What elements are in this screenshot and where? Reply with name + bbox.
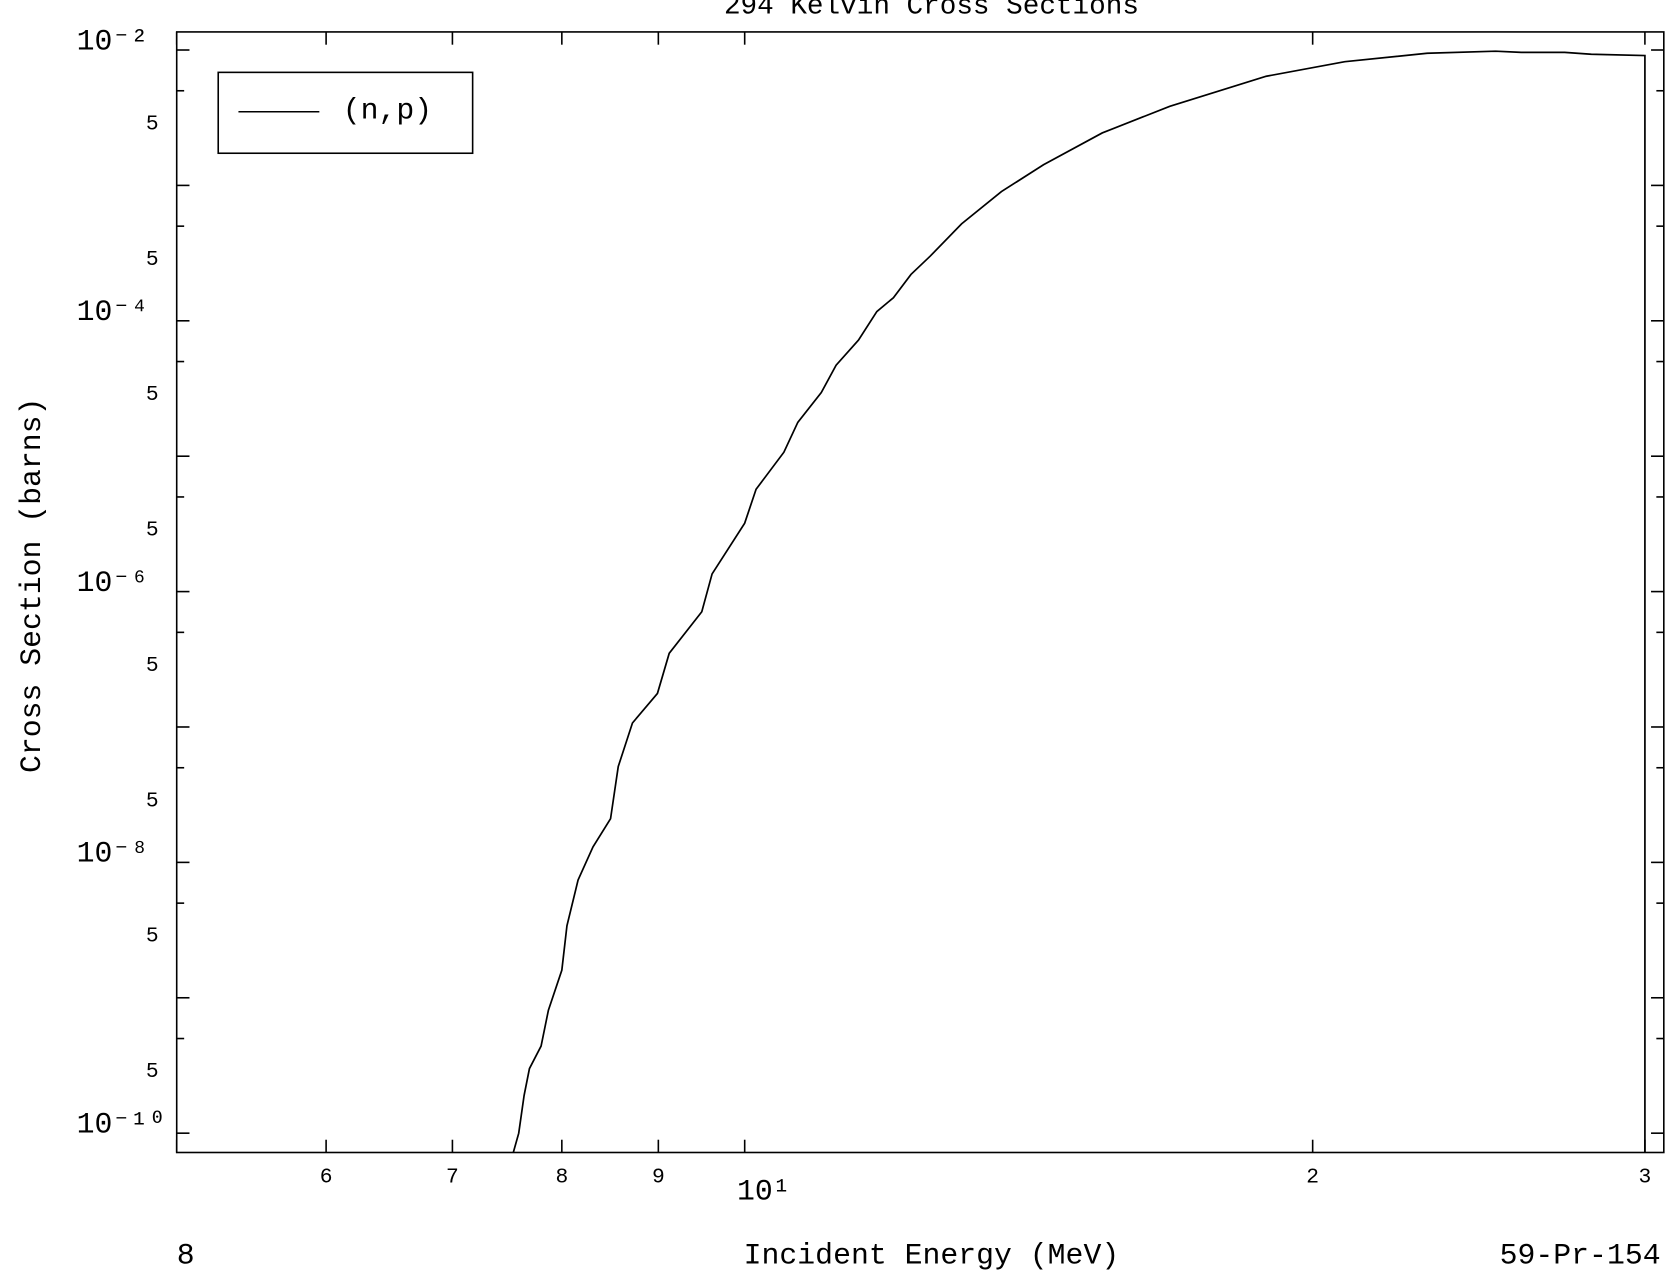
footer-left: 8 — [177, 1239, 195, 1273]
y-tick-label: 5 — [146, 654, 159, 678]
y-tick-label: 10⁻¹⁰ — [77, 1108, 167, 1142]
x-axis-label: Incident Energy (MeV) — [744, 1239, 1120, 1273]
x-tick-label: 8 — [555, 1166, 568, 1190]
x-tick-label: 3 — [1639, 1166, 1652, 1190]
y-tick-label: 5 — [146, 383, 159, 407]
y-tick-label: 10⁻⁶ — [77, 566, 149, 600]
footer-right: 59-Pr-154 — [1500, 1239, 1661, 1273]
y-tick-label: 5 — [146, 112, 159, 136]
legend-box — [217, 71, 474, 155]
y-tick-label: 5 — [146, 925, 159, 949]
y-axis-label: Cross Section (barns) — [15, 398, 49, 773]
plot-frame — [175, 31, 1665, 1154]
y-tick-label: 5 — [146, 789, 159, 813]
x-tick-label: 10¹ — [737, 1175, 791, 1209]
y-tick-label: 10⁻⁸ — [77, 837, 149, 871]
x-tick-label: 9 — [652, 1166, 665, 1190]
y-tick-label: 10⁻² — [77, 24, 149, 58]
y-tick-label: 5 — [146, 519, 159, 543]
series-line — [512, 50, 1646, 1153]
x-tick-label: 6 — [320, 1166, 333, 1190]
x-tick-label: 2 — [1306, 1166, 1319, 1190]
legend-label: (n,p) — [343, 94, 432, 128]
x-tick-label: 7 — [446, 1166, 459, 1190]
y-tick-label: 5 — [146, 1060, 159, 1084]
y-tick-label: 10⁻⁴ — [77, 295, 149, 329]
chart-title: 294 Kelvin Cross Sections — [724, 0, 1139, 23]
y-tick-label: 5 — [146, 248, 159, 272]
